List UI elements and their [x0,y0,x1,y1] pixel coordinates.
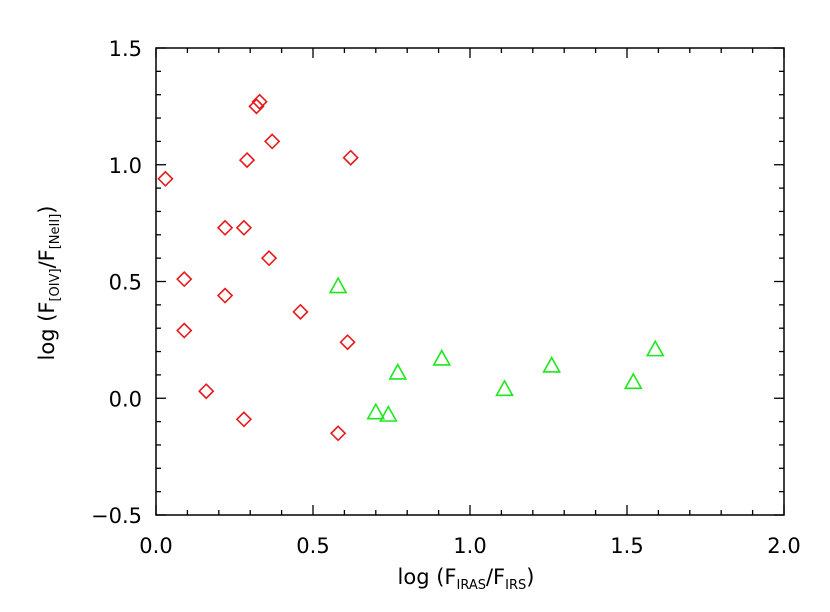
diamond-marker [157,170,174,187]
x-axis-label-suffix: ) [526,565,534,589]
axis-ticks [155,47,785,516]
diamond-marker [198,383,215,400]
diamond-marker [342,149,359,166]
y-tick-label: 1.5 [109,37,142,61]
triangle-marker [542,355,561,373]
triangle-marker [328,276,348,294]
triangle-marker [432,348,452,366]
data-markers [157,93,665,442]
diamond-marker [251,93,268,110]
x-tick-label: 2.0 [767,534,800,558]
diamond-marker [260,250,278,267]
y-tick-label: 0.5 [109,271,142,295]
y-axis-label-suffix: ) [35,206,59,214]
x-axis-label-sub2: IRS [505,578,526,593]
x-tick-label: 1.5 [610,534,643,558]
x-tick-label: 1.0 [453,534,486,558]
x-tick-label: 0.5 [296,534,329,558]
diamond-marker [339,334,356,351]
diamond-marker [248,98,265,115]
diamond-marker [176,271,193,288]
plot-frame [155,47,785,516]
diamond-marker [235,411,253,428]
diamond-marker [264,133,281,150]
x-tick-label: 0.0 [139,534,172,558]
x-axis-label-sub1: IRAS [456,578,486,593]
triangle-marker [495,379,514,397]
x-axis-label: log (FIRAS/FIRS) [398,565,535,593]
y-axis-label-sub1: [OIV] [48,268,63,301]
diamond-marker [216,219,234,236]
diamond-marker [292,303,309,320]
diamond-marker [235,219,253,236]
diamond-marker [238,151,256,169]
triangle-marker [366,402,386,420]
y-tick-label: 1.0 [109,154,142,178]
y-tick-label: 0.0 [109,387,142,411]
y-axis-label-middle: /F [35,249,59,268]
triangle-marker [645,339,665,357]
triangle-marker [379,404,398,422]
x-axis-label-middle: /F [486,565,505,589]
y-axis-label-prefix: log (F [35,302,59,361]
tick-labels: 0.0 0.5 1.0 1.5 2.0 −0.5 0.0 0.5 1.0 1.5 [91,37,801,558]
triangle-marker [623,372,643,390]
x-axis-label-prefix: log (F [398,565,457,589]
y-axis-label: log (F[OIV]/F[NeII]) [35,206,63,361]
diamond-marker [216,287,234,304]
diamond-marker [176,322,193,339]
y-tick-label: −0.5 [91,504,142,528]
y-axis-label-sub2: [NeII] [48,214,63,250]
diamond-marker [329,425,347,442]
triangle-marker [388,362,408,380]
